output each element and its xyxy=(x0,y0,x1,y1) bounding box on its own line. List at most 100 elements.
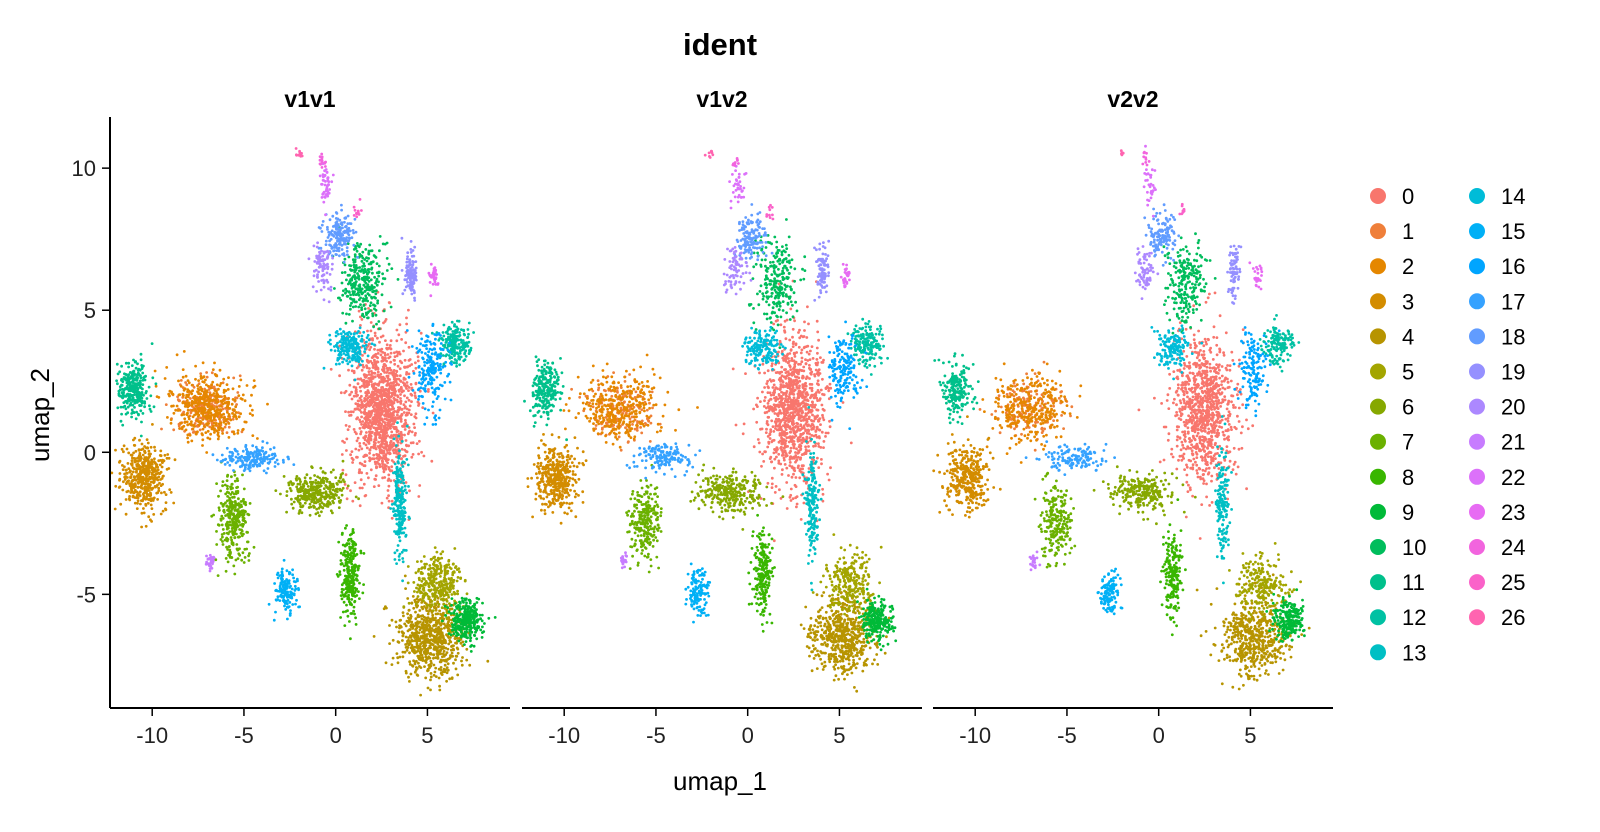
data-point xyxy=(468,633,472,636)
data-point xyxy=(365,275,369,279)
data-point xyxy=(133,459,137,463)
data-point xyxy=(345,542,349,545)
data-point xyxy=(451,586,455,590)
data-point xyxy=(395,652,399,655)
data-point xyxy=(204,431,208,434)
data-point xyxy=(408,618,411,622)
data-point xyxy=(439,552,443,556)
data-point xyxy=(226,508,229,512)
data-point xyxy=(464,640,468,643)
data-point xyxy=(177,424,181,428)
data-point xyxy=(350,532,354,536)
data-point xyxy=(150,476,154,479)
data-point xyxy=(467,610,470,613)
data-point xyxy=(456,592,460,596)
data-point xyxy=(381,365,385,369)
data-point xyxy=(363,464,367,468)
data-point xyxy=(388,443,392,447)
data-point xyxy=(144,524,148,528)
data-point xyxy=(200,408,204,412)
data-point xyxy=(207,388,211,391)
data-point xyxy=(428,627,432,631)
data-point xyxy=(196,384,200,388)
data-point xyxy=(443,569,447,573)
data-point xyxy=(384,364,388,368)
data-point xyxy=(240,558,244,562)
data-point xyxy=(224,501,227,505)
data-point xyxy=(183,387,187,391)
data-point xyxy=(145,446,148,450)
data-point xyxy=(377,274,381,278)
data-point xyxy=(365,393,369,397)
data-point xyxy=(437,645,440,649)
data-point xyxy=(148,483,152,486)
data-point xyxy=(465,658,469,662)
data-point xyxy=(163,453,167,457)
data-point xyxy=(221,480,225,483)
data-point xyxy=(409,625,413,629)
data-point xyxy=(362,278,365,282)
data-point xyxy=(166,453,170,456)
data-point xyxy=(390,402,394,406)
data-point xyxy=(324,492,328,496)
data-point xyxy=(389,368,393,372)
data-point xyxy=(341,468,345,472)
data-point xyxy=(225,431,229,434)
data-point xyxy=(230,518,234,521)
data-point xyxy=(370,423,374,427)
data-point xyxy=(448,582,452,585)
data-point xyxy=(359,242,363,246)
data-point xyxy=(386,479,390,482)
data-point xyxy=(354,388,358,392)
data-point xyxy=(239,503,243,507)
data-point xyxy=(241,516,245,519)
data-point xyxy=(357,497,360,501)
data-point xyxy=(343,549,347,553)
data-point xyxy=(226,520,229,524)
data-point xyxy=(395,625,398,629)
data-point xyxy=(363,384,367,387)
data-point xyxy=(142,507,145,510)
data-point xyxy=(205,399,209,402)
data-point xyxy=(378,433,382,437)
data-point xyxy=(469,636,472,640)
data-point xyxy=(349,264,353,268)
data-point xyxy=(366,396,370,400)
data-point xyxy=(379,372,383,376)
data-point xyxy=(228,520,232,524)
data-point xyxy=(213,428,216,432)
data-point xyxy=(228,498,232,501)
data-point xyxy=(403,448,407,452)
data-point xyxy=(123,478,127,481)
data-point xyxy=(438,684,441,688)
data-point xyxy=(364,423,368,427)
data-point xyxy=(349,297,352,300)
data-point xyxy=(373,334,377,338)
data-point xyxy=(430,600,434,603)
data-point xyxy=(363,289,367,293)
data-point xyxy=(207,409,211,413)
data-point xyxy=(226,487,229,491)
data-point xyxy=(431,411,435,415)
data-point xyxy=(241,525,245,528)
data-point xyxy=(448,607,452,611)
data-point xyxy=(379,388,383,392)
data-point xyxy=(422,599,425,603)
data-point xyxy=(389,441,392,444)
data-point xyxy=(379,417,383,421)
data-point xyxy=(361,314,364,317)
data-point xyxy=(360,306,363,309)
data-point xyxy=(316,484,320,488)
data-point xyxy=(352,609,355,613)
data-point xyxy=(368,304,372,307)
data-point xyxy=(417,495,421,498)
data-point xyxy=(481,625,484,629)
data-point xyxy=(225,504,229,508)
data-point xyxy=(373,360,376,363)
data-point xyxy=(347,313,351,316)
data-point xyxy=(387,473,391,477)
data-point xyxy=(454,667,458,671)
data-point xyxy=(407,621,410,624)
data-point xyxy=(358,504,362,508)
data-point xyxy=(406,581,410,585)
